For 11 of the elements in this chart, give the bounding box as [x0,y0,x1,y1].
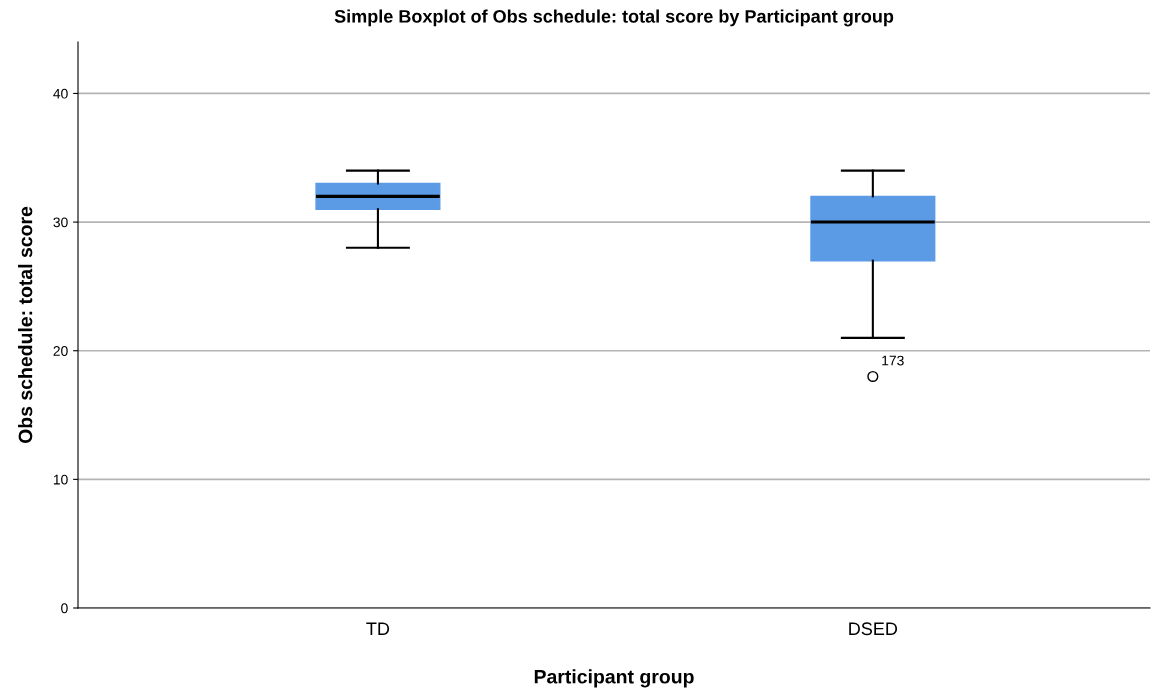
chart-title: Simple Boxplot of Obs schedule: total score by Participant group [334,9,894,27]
annotation: 173 [882,355,904,366]
x-tick-label: TD [366,622,390,635]
y-tick-label: 0 [61,603,68,614]
x-axis-title: Participant group [534,669,694,688]
y-tick-label: 10 [53,474,68,485]
y-tick-label: 30 [53,217,68,228]
x-tick-label: DSED [849,622,898,636]
y-axis-title: Obs schedule: total score [18,206,33,444]
y-tick-label: 40 [53,88,68,99]
y-tick-label: 20 [53,346,68,356]
